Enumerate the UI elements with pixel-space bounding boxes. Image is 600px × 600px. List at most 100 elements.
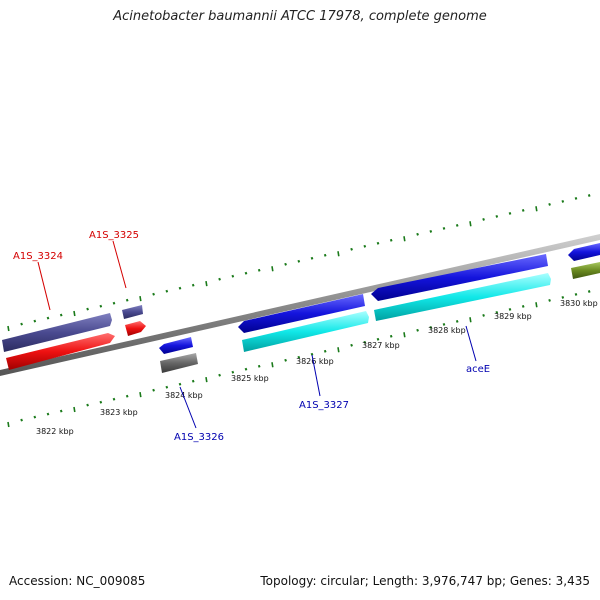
inner-tick-19 <box>257 364 261 368</box>
gene-A1S_3325-purple[interactable] <box>122 305 143 319</box>
gene-blue-3[interactable] <box>371 254 548 301</box>
scale-label-3822: 3822 kbp <box>36 427 74 436</box>
leader-A1S_3326 <box>179 386 197 429</box>
outer-tick-15 <box>205 280 208 287</box>
gene-aceE-cyan[interactable] <box>374 273 551 321</box>
inner-tick-21 <box>284 358 287 362</box>
inner-tick-17 <box>231 370 235 374</box>
gene-A1S_3324-purple[interactable] <box>2 313 112 352</box>
inner-tick-34 <box>455 319 459 323</box>
inner-tick-3 <box>46 412 50 416</box>
inner-tick-36 <box>482 313 485 317</box>
gene-A1S_3325-red[interactable] <box>125 321 146 336</box>
outer-tick-42 <box>561 199 565 203</box>
outer-tick-8 <box>112 301 116 305</box>
outer-tick-33 <box>442 226 446 230</box>
outer-tick-39 <box>521 208 525 212</box>
outer-tick-18 <box>244 271 248 275</box>
outer-tick-13 <box>178 286 182 290</box>
outer-tick-30 <box>403 236 406 242</box>
map-title: Acinetobacter baumannii ATCC 17978, comp… <box>113 9 487 24</box>
outer-tick-43 <box>574 196 578 200</box>
inner-tick-16 <box>218 373 221 377</box>
outer-tick-7 <box>99 304 103 308</box>
outer-tick-14 <box>191 283 195 287</box>
inner-tick-39 <box>521 304 525 308</box>
outer-tick-5 <box>73 310 76 317</box>
outer-tick-28 <box>376 241 380 245</box>
inner-tick-9 <box>125 394 129 398</box>
inner-tick-37 <box>495 310 499 314</box>
inner-tick-25 <box>337 347 340 353</box>
outer-tick-41 <box>548 202 551 206</box>
inner-tick-15 <box>205 376 208 383</box>
outer-tick-17 <box>231 274 235 278</box>
inner-tick-4 <box>59 409 63 413</box>
outer-tick-44 <box>587 194 591 197</box>
gene-blue-1[interactable] <box>159 337 193 354</box>
inner-tick-20 <box>271 362 274 368</box>
scale-label-3829: 3829 kbp <box>494 312 532 321</box>
inner-tick-12 <box>165 385 169 389</box>
outer-tick-9 <box>125 298 129 302</box>
inner-tick-6 <box>86 403 89 407</box>
leader-A1S_3325 <box>112 240 127 289</box>
outer-tick-11 <box>152 292 155 296</box>
outer-tick-36 <box>482 217 485 221</box>
genome-backbone <box>0 234 600 376</box>
outer-tick-34 <box>455 223 459 227</box>
gene-label-A1S_3326[interactable]: A1S_3326 <box>174 432 224 443</box>
gene-blue-2[interactable] <box>238 294 365 333</box>
accession-text: Accession: NC_009085 <box>9 574 146 588</box>
inner-tick-29 <box>389 334 393 338</box>
scale-label-3828: 3828 kbp <box>428 326 466 335</box>
inner-tick-7 <box>99 400 103 404</box>
outer-dot-ticks <box>7 194 591 332</box>
inner-tick-8 <box>112 397 116 401</box>
inner-tick-30 <box>403 332 406 338</box>
outer-tick-0 <box>7 325 10 332</box>
gene-olive[interactable] <box>571 262 600 279</box>
outer-tick-23 <box>310 256 314 260</box>
outer-tick-32 <box>429 229 433 233</box>
inner-tick-35 <box>469 317 472 323</box>
gene-A1S_3327-cyan[interactable] <box>242 311 369 352</box>
inner-dot-ticks <box>7 290 591 428</box>
inner-tick-0 <box>7 421 10 428</box>
gene-label-A1S_3327[interactable]: A1S_3327 <box>299 400 349 411</box>
gene-label-A1S_3324[interactable]: A1S_3324 <box>13 251 63 262</box>
gene-label-A1S_3325[interactable]: A1S_3325 <box>89 230 139 241</box>
genome-stats-text: Topology: circular; Length: 3,976,747 bp… <box>260 574 590 588</box>
gene-A1S_3326-gray[interactable] <box>160 353 198 373</box>
inner-tick-11 <box>152 388 155 392</box>
inner-tick-43 <box>574 292 578 296</box>
inner-tick-14 <box>191 379 195 383</box>
outer-tick-22 <box>297 259 301 263</box>
inner-tick-5 <box>73 406 76 413</box>
inner-tick-2 <box>33 415 37 419</box>
inner-tick-33 <box>442 322 446 326</box>
outer-tick-29 <box>389 238 393 242</box>
inner-tick-28 <box>376 337 380 341</box>
outer-tick-4 <box>59 313 63 317</box>
outer-tick-21 <box>284 262 287 266</box>
scale-label-3826: 3826 kbp <box>296 357 334 366</box>
outer-tick-2 <box>33 319 37 323</box>
scale-label-3823: 3823 kbp <box>100 408 138 417</box>
gene-label-aceE[interactable]: aceE <box>466 364 490 375</box>
outer-tick-12 <box>165 289 169 293</box>
inner-tick-31 <box>416 328 419 332</box>
leader-A1S_3327 <box>311 354 321 397</box>
outer-tick-16 <box>218 277 221 281</box>
outer-tick-25 <box>337 251 340 257</box>
gene-blue-4[interactable] <box>568 243 600 261</box>
scale-labels: 3822 kbp 3823 kbp 3824 kbp 3825 kbp 3826… <box>36 299 598 436</box>
scale-label-3830: 3830 kbp <box>560 299 598 308</box>
inner-tick-42 <box>561 295 565 299</box>
gene-A1S_3324-red[interactable] <box>6 333 115 370</box>
outer-tick-10 <box>139 295 142 302</box>
inner-tick-24 <box>323 349 327 353</box>
outer-tick-26 <box>350 247 353 251</box>
inner-tick-44 <box>587 290 591 293</box>
